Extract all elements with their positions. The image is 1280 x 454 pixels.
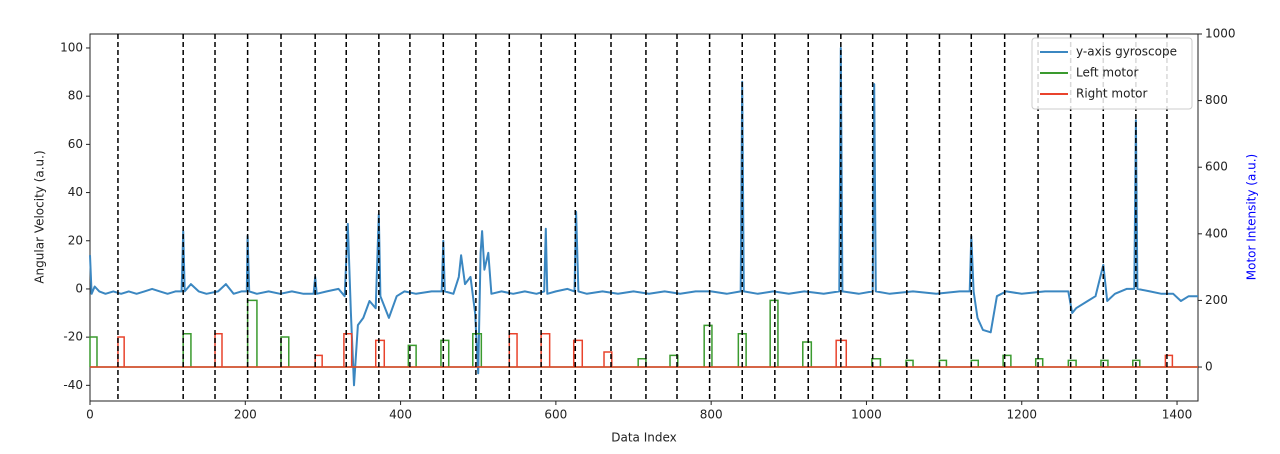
motor-pulse — [1002, 354, 1012, 368]
motor-pulse — [1100, 359, 1109, 368]
x-tick-label: 600 — [544, 408, 567, 422]
motor-pulse — [407, 344, 417, 368]
x-tick-label: 1000 — [851, 408, 882, 422]
legend-label: Left motor — [1076, 66, 1138, 80]
motor-pulse — [440, 339, 450, 368]
motor-pulse — [374, 339, 386, 368]
y-tick-label: 40 — [68, 185, 83, 199]
motor-pulse — [603, 351, 613, 368]
plot-frame — [89, 33, 1199, 402]
motor-pulse — [182, 332, 192, 368]
y2-tick-label: 1000 — [1205, 27, 1236, 41]
gyro-line — [89, 47, 1198, 387]
motor-pulse — [343, 332, 353, 368]
motor-pulse — [508, 332, 518, 368]
motor-pulse — [1034, 357, 1044, 368]
motor-pulse — [214, 332, 223, 368]
y-tick-label: -40 — [63, 378, 83, 392]
motor-pulse — [905, 359, 914, 368]
legend-box — [1031, 37, 1193, 110]
y2-tick-label: 0 — [1205, 360, 1213, 374]
y-tick-label: 80 — [68, 89, 83, 103]
motor-pulse — [314, 354, 323, 368]
motor-pulse — [1132, 359, 1141, 368]
motor-pulse — [1067, 359, 1077, 368]
motor-pulse — [637, 357, 647, 368]
motor-pulse — [871, 357, 882, 368]
y-tick-label: 60 — [68, 137, 83, 151]
motor-pulse — [472, 332, 483, 368]
motor-pulse — [89, 336, 98, 368]
x-tick-label: 200 — [234, 408, 257, 422]
motor-pulse — [540, 332, 551, 368]
y-tick-label: -20 — [63, 330, 83, 344]
motor-pulse — [938, 359, 948, 368]
motor-pulse — [572, 339, 584, 368]
motor-pulse — [970, 359, 980, 368]
y-tick-label: 100 — [60, 40, 83, 54]
legend-label: y-axis gyroscope — [1076, 45, 1177, 59]
y2-tick-label: 200 — [1205, 293, 1228, 307]
y-tick-label: 0 — [75, 281, 83, 295]
y2-tick-label: 800 — [1205, 93, 1228, 107]
motor-pulse — [117, 336, 125, 368]
x-tick-label: 400 — [389, 408, 412, 422]
motor-pulse — [703, 324, 713, 368]
motor-pulse — [246, 299, 258, 368]
y2-axis-label: Motor Intensity (a.u.) — [1245, 154, 1259, 281]
motor-pulse — [802, 341, 813, 368]
y-tick-label: 20 — [68, 233, 83, 247]
y2-tick-label: 400 — [1205, 226, 1228, 240]
legend-label: Right motor — [1076, 87, 1147, 101]
x-tick-label: 1200 — [1006, 408, 1037, 422]
x-axis-label: Data Index — [611, 431, 677, 445]
y2-tick-label: 600 — [1205, 160, 1228, 174]
x-tick-label: 1400 — [1162, 408, 1193, 422]
motor-pulse — [669, 354, 679, 368]
motor-pulse — [1164, 354, 1174, 368]
x-tick-label: 800 — [700, 408, 723, 422]
motor-pulse — [280, 336, 290, 368]
y-axis-label: Angular Velocity (a.u.) — [33, 150, 47, 283]
motor-pulse — [769, 299, 779, 368]
x-tick-label: 0 — [86, 408, 94, 422]
